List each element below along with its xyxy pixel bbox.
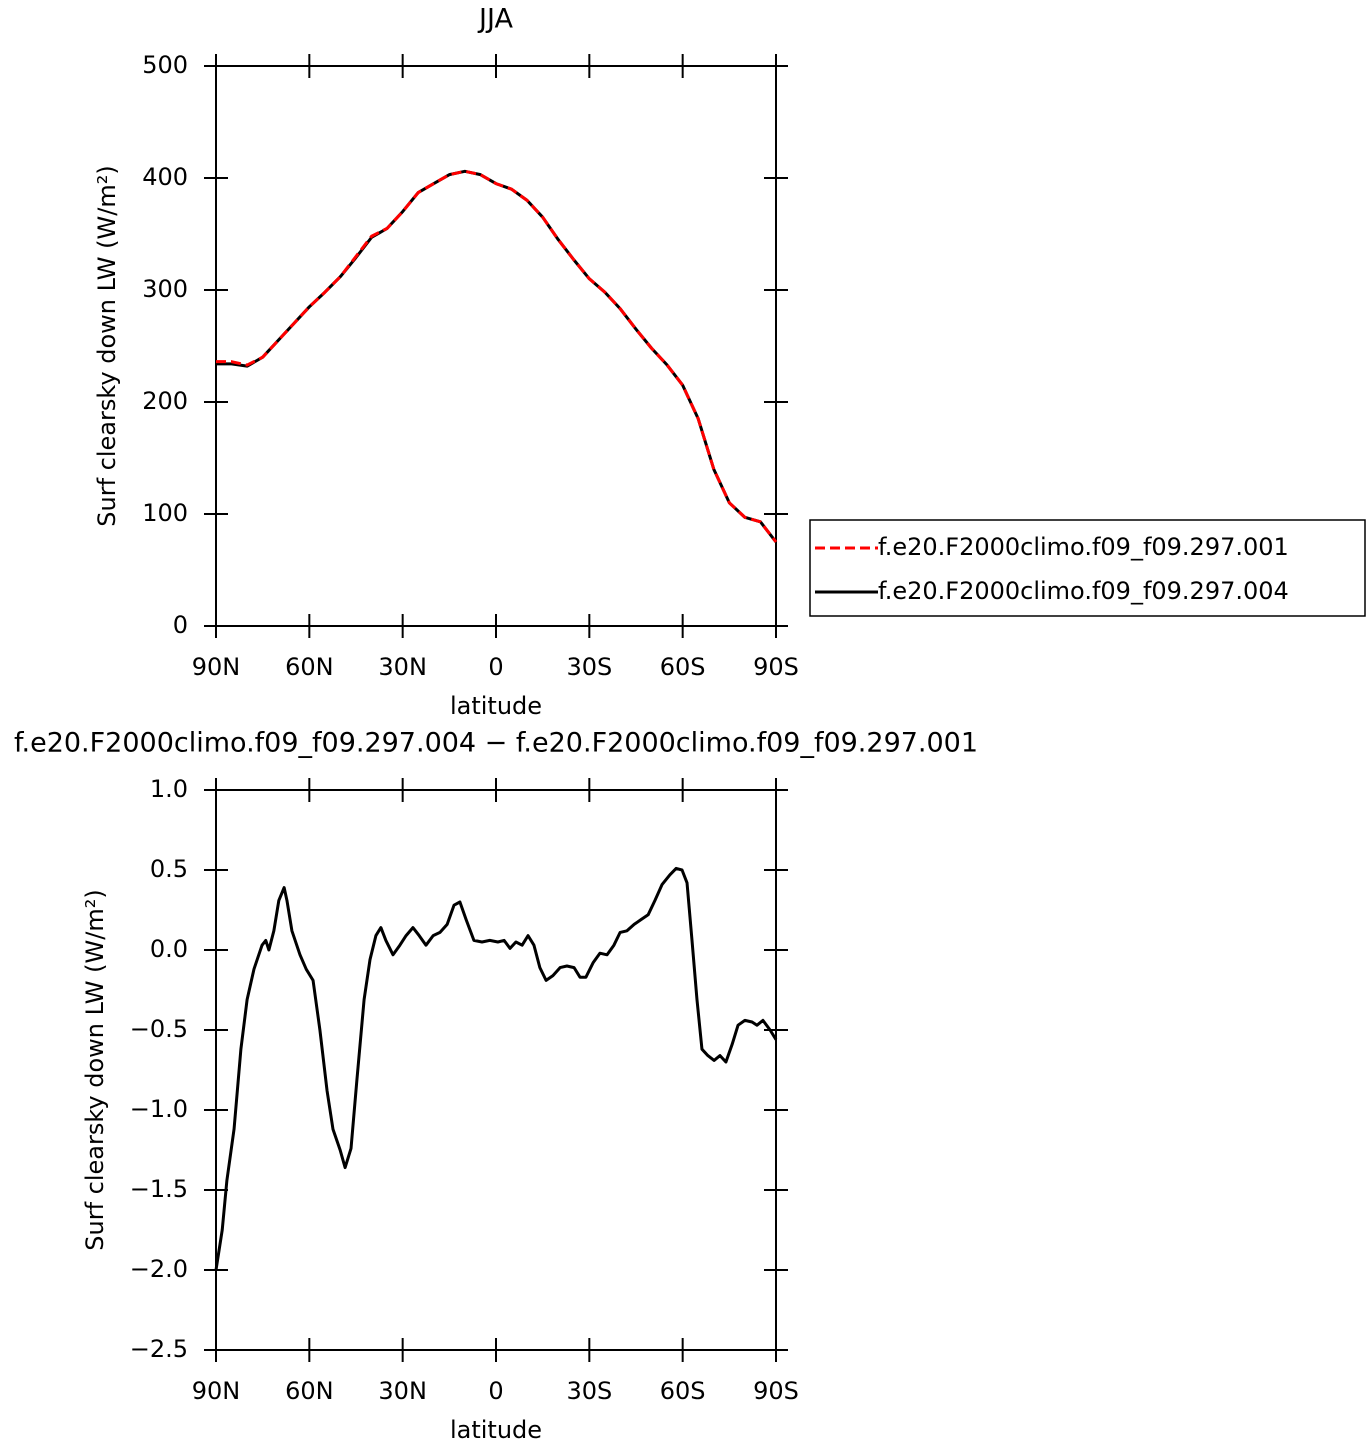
x-tick-label: 30S <box>566 653 612 681</box>
x-tick-label: 60S <box>660 653 706 681</box>
chart: JJA latitude Surf clearsky down LW (W/m²) 0… <box>93 4 1366 720</box>
y-tick-label: 0 <box>173 611 188 639</box>
line-series <box>216 169 778 543</box>
x-tick-label: 60N <box>285 1377 334 1405</box>
y-tick-label: 100 <box>142 499 188 527</box>
x-axis-label: latitude <box>450 692 542 720</box>
y-tick-label: 0.5 <box>150 855 188 883</box>
line-series <box>214 866 778 1271</box>
x-tick-label: 90S <box>753 653 799 681</box>
x-tick-label: 90N <box>192 653 241 681</box>
y-tick-label: −0.5 <box>130 1015 188 1043</box>
x-tick-label: 60S <box>660 1377 706 1405</box>
x-tick-label: 30N <box>378 653 427 681</box>
y-tick-label: 1.0 <box>150 775 188 803</box>
x-tick-label: 0 <box>488 653 503 681</box>
chart-title: f.e20.F2000climo.f09_f09.297.004 − f.e20… <box>14 728 978 759</box>
y-tick-label: −2.0 <box>130 1255 188 1283</box>
chart-title: JJA <box>477 4 513 35</box>
x-tick-label: 30N <box>378 1377 427 1405</box>
y-tick-label: 500 <box>142 51 188 79</box>
legend-box <box>809 519 1366 617</box>
plot-frame <box>215 789 777 1351</box>
x-tick-label: 90N <box>192 1377 241 1405</box>
y-tick-label: 200 <box>142 387 188 415</box>
x-tick-label: 30S <box>566 1377 612 1405</box>
y-tick-label: 400 <box>142 163 188 191</box>
chart: f.e20.F2000climo.f09_f09.297.004 − f.e20… <box>14 728 978 1445</box>
y-axis-label: Surf clearsky down LW (W/m²) <box>93 165 121 526</box>
y-tick-label: 0.0 <box>150 935 188 963</box>
y-tick-label: −1.5 <box>130 1175 188 1203</box>
line-series <box>216 169 778 543</box>
y-tick-label: 300 <box>142 275 188 303</box>
x-axis-label: latitude <box>450 1416 542 1444</box>
legend-label: f.e20.F2000climo.f09_f09.297.004 <box>878 577 1289 605</box>
y-tick-label: −1.0 <box>130 1095 188 1123</box>
y-axis-label: Surf clearsky down LW (W/m²) <box>81 889 109 1250</box>
plot-frame <box>215 65 777 627</box>
legend-label: f.e20.F2000climo.f09_f09.297.001 <box>878 533 1289 561</box>
y-tick-label: −2.5 <box>130 1335 188 1363</box>
x-tick-label: 60N <box>285 653 334 681</box>
x-tick-label: 0 <box>488 1377 503 1405</box>
x-tick-label: 90S <box>753 1377 799 1405</box>
